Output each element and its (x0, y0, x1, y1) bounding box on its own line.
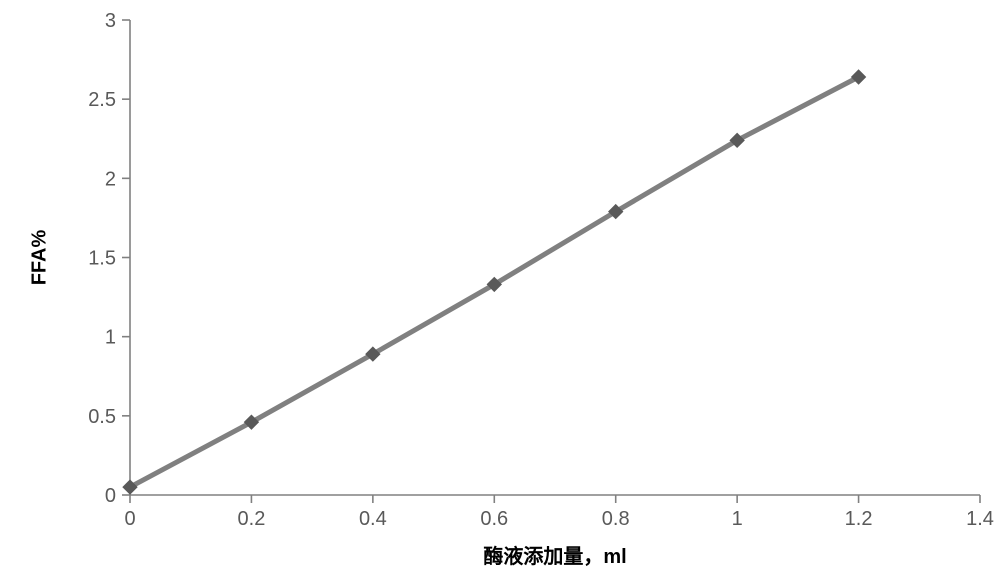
x-tick-label: 0.2 (238, 508, 266, 530)
y-axis-label: FFA% (29, 217, 52, 297)
y-tick-label: 0.5 (88, 406, 116, 428)
y-tick-label: 0 (105, 485, 116, 507)
x-tick-label: 1.4 (966, 508, 994, 530)
x-tick-label: 0.8 (602, 508, 630, 530)
y-tick-label: 1 (105, 327, 116, 349)
x-tick-label: 1 (732, 508, 743, 530)
y-tick-label: 2 (105, 168, 116, 190)
chart-svg: 0 0.5 1 1.5 2 2.5 3 0 0.2 0.4 0.6 0.8 1 1.2 1.4 (0, 0, 1000, 579)
y-tick-label: 3 (105, 10, 116, 32)
y-tick-label: 1.5 (88, 248, 116, 270)
x-tick-label: 1.2 (845, 508, 873, 530)
x-tick-label: 0.4 (359, 508, 387, 530)
x-axis-label: 酶液添加量，ml (455, 540, 655, 569)
y-tick-label: 2.5 (88, 89, 116, 111)
ffa-line-chart: 0 0.5 1 1.5 2 2.5 3 0 0.2 0.4 0.6 0.8 1 1.2 1.4 FFA% 酶… (0, 0, 1000, 579)
x-tick-label: 0 (124, 508, 135, 530)
x-tick-label: 0.6 (480, 508, 508, 530)
